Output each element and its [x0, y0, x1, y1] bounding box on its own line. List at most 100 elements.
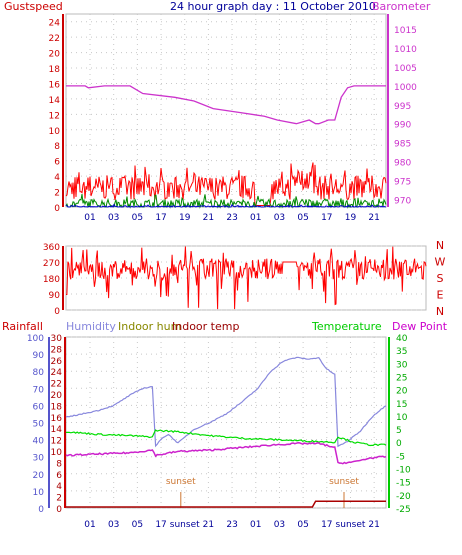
- humidity-tick-label: 100: [27, 334, 44, 344]
- humidity-tick-label: 90: [33, 351, 45, 361]
- barometer-tick-label: 970: [394, 196, 411, 206]
- x-tick-label: 19: [345, 213, 357, 223]
- temperature-tick-label: 0: [396, 439, 402, 449]
- x-tick-label: 19: [179, 213, 191, 223]
- rain-tick-label: 16: [51, 414, 63, 424]
- chart-title: 24 hour graph day : 11 October 2010: [170, 0, 376, 13]
- gust-barometer-panel: 0246810121416182022249709759809859909951…: [49, 13, 417, 223]
- rain-tick-label: 2: [56, 494, 62, 504]
- x-tick-label: 05: [297, 213, 308, 223]
- gust-tick-label: 14: [49, 96, 61, 106]
- humidity-temperature-panel: 0102030405060708090100024681012141618202…: [27, 334, 411, 530]
- barometer-line: [66, 85, 386, 125]
- gust-series-line: [65, 203, 387, 208]
- humidity-label: Humidity: [66, 320, 116, 333]
- humidity-tick-label: 80: [33, 368, 45, 378]
- direction-letter-label: N: [436, 305, 444, 318]
- x-tick-label: 05: [132, 520, 143, 530]
- temperature-tick-label: 5: [396, 426, 402, 436]
- rain-tick-label: 0: [56, 505, 62, 515]
- humidity-tick-label: 0: [38, 505, 44, 515]
- temperature-tick-label: 35: [396, 347, 407, 357]
- x-tick-label: 01: [250, 213, 261, 223]
- direction-letter-label: S: [437, 272, 444, 285]
- x-tick-label: 01: [84, 213, 95, 223]
- gust-series-line: [65, 194, 387, 209]
- x-tick-label: 17: [321, 520, 332, 530]
- gust-tick-label: 12: [49, 111, 60, 121]
- direction-letter-label: W: [435, 256, 446, 269]
- humidity-tick-label: 10: [33, 488, 45, 498]
- barometer-tick-label: 985: [394, 140, 411, 150]
- rain-tick-label: 26: [51, 357, 63, 367]
- rainfall-line: [66, 500, 386, 508]
- x-tick-label: 17: [155, 213, 166, 223]
- rain-tick-label: 24: [51, 368, 63, 378]
- rain-tick-label: 4: [56, 482, 62, 492]
- barometer-tick-label: 1000: [394, 83, 417, 93]
- barometer-tick-label: 1005: [394, 64, 417, 74]
- direction-tick-label: 180: [43, 275, 60, 285]
- humidity-tick-label: 40: [33, 437, 45, 447]
- x-tick-label: 17: [155, 520, 166, 530]
- direction-tick-label: 0: [54, 307, 60, 317]
- gust-tick-label: 24: [49, 19, 61, 29]
- barometer-tick-label: 980: [394, 159, 411, 169]
- humidity-tick-label: 50: [33, 420, 45, 430]
- x-tick-label: 05: [132, 213, 143, 223]
- gust-tick-label: 2: [54, 189, 60, 199]
- indoor-hum-label: Indoor hum: [118, 320, 181, 333]
- temperature-tick-label: -15: [396, 479, 411, 489]
- gust-tick-label: 22: [49, 34, 60, 44]
- gust-series-line: [65, 162, 387, 206]
- rain-tick-label: 20: [51, 391, 63, 401]
- x-tick-label: 23: [226, 213, 237, 223]
- rain-tick-label: 22: [51, 380, 62, 390]
- gust-tick-label: 0: [54, 204, 60, 214]
- humidity-tick-label: 30: [33, 454, 45, 464]
- x-tick-label: 21: [368, 213, 379, 223]
- gust-tick-label: 18: [49, 65, 61, 75]
- rain-tick-label: 6: [56, 471, 62, 481]
- temperature-tick-label: 30: [396, 360, 408, 370]
- barometer-label: Barometer: [372, 0, 431, 13]
- x-tick-label: 21: [203, 520, 214, 530]
- indoor-temp-label: Indoor temp: [172, 320, 239, 333]
- gust-tick-label: 20: [49, 50, 61, 60]
- x-tick-label: 21: [203, 213, 214, 223]
- x-tick-label: 01: [84, 520, 95, 530]
- rainfall-label: Rainfall: [2, 320, 43, 333]
- x-tick-label: 03: [274, 520, 285, 530]
- gustspeed-label: Gustspeed: [4, 0, 63, 13]
- gust-tick-label: 8: [54, 142, 60, 152]
- direction-tick-label: 270: [43, 259, 60, 269]
- x-tick-label: 03: [108, 520, 119, 530]
- direction-tick-label: 90: [49, 291, 61, 301]
- direction-letter-label: E: [437, 289, 444, 302]
- gust-tick-label: 4: [54, 173, 60, 183]
- barometer-tick-label: 975: [394, 178, 411, 188]
- rain-tick-label: 10: [51, 448, 63, 458]
- x-tick-label: 03: [274, 213, 285, 223]
- rain-tick-label: 30: [51, 334, 63, 344]
- x-tick-label: sunset: [336, 520, 366, 530]
- dew-point-label: Dew Point: [392, 320, 448, 333]
- rain-tick-label: 8: [56, 459, 62, 469]
- rain-tick-label: 12: [51, 437, 62, 447]
- temperature-tick-label: -5: [396, 452, 405, 462]
- sunset-marker-label: sunset: [166, 477, 196, 487]
- x-tick-label: 17: [321, 213, 332, 223]
- direction-tick-label: 360: [43, 243, 60, 253]
- barometer-tick-label: 1010: [394, 45, 417, 55]
- barometer-tick-label: 995: [394, 102, 411, 112]
- dew-point-line: [65, 441, 387, 465]
- x-tick-label: 01: [250, 520, 261, 530]
- barometer-tick-label: 1015: [394, 26, 417, 36]
- temperature-tick-label: -10: [396, 466, 411, 476]
- temperature-tick-label: 15: [396, 400, 407, 410]
- direction-letter-label: N: [436, 239, 444, 252]
- gust-tick-label: 6: [54, 158, 60, 168]
- humidity-tick-label: 70: [33, 385, 45, 395]
